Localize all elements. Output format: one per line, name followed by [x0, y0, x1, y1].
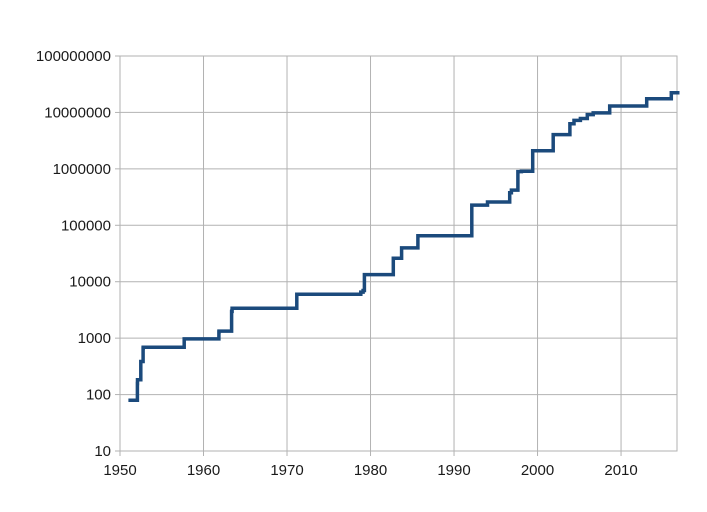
y-axis-tick-label: 10 [94, 443, 111, 460]
y-axis-tick-label: 1000 [78, 330, 111, 347]
y-axis-tick-label: 100000 [61, 217, 111, 234]
x-axis-tick-label: 1970 [270, 462, 303, 479]
x-axis-tick-label: 2010 [604, 462, 637, 479]
x-axis-tick-label: 1950 [103, 462, 136, 479]
x-axis-tick-label: 1980 [354, 462, 387, 479]
y-axis-tick-label: 1000000 [53, 161, 111, 178]
y-axis-tick-label: 100000000 [36, 48, 111, 65]
y-axis-tick-label: 100 [86, 387, 111, 404]
x-axis-tick-label: 1990 [437, 462, 470, 479]
y-axis-tick-label: 10000 [69, 274, 111, 291]
data-line [128, 90, 680, 403]
x-axis-tick-label: 1960 [187, 462, 220, 479]
x-axis-tick-label: 2000 [521, 462, 554, 479]
plot-frame [119, 55, 678, 452]
y-axis-tick-label: 10000000 [44, 104, 111, 121]
